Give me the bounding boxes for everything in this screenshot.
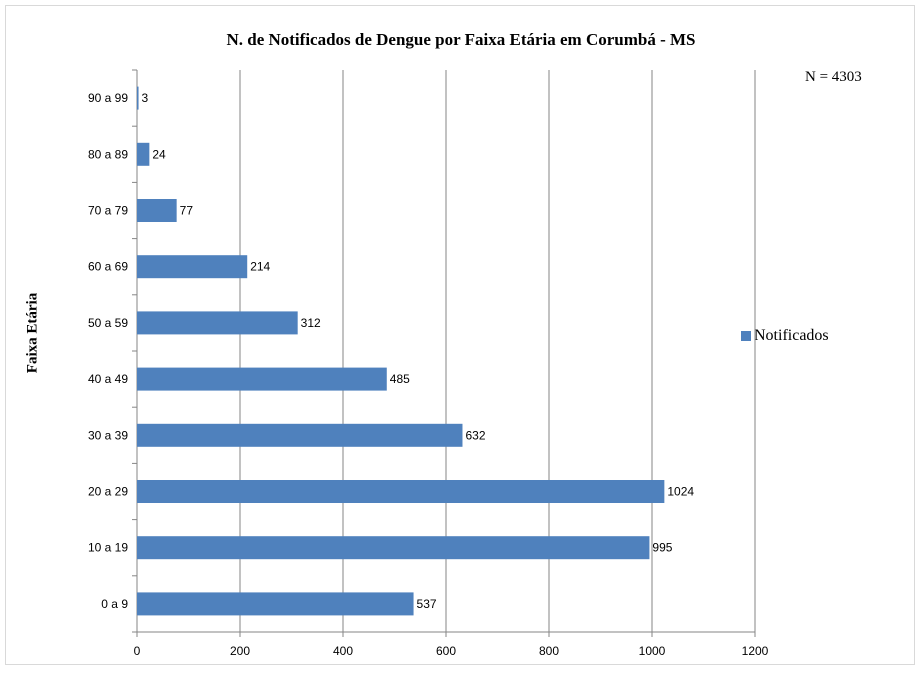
bar	[137, 592, 414, 616]
data-label: 632	[465, 428, 485, 442]
x-tick-label: 1000	[639, 644, 666, 658]
x-tick-label: 0	[134, 644, 141, 658]
category-label: 70 a 79	[88, 204, 128, 218]
x-tick-label: 600	[436, 644, 456, 658]
category-label: 50 a 59	[88, 316, 128, 330]
x-tick-label: 200	[230, 644, 250, 658]
chart-title: N. de Notificados de Dengue por Faixa Et…	[226, 30, 696, 49]
bar	[137, 480, 665, 503]
category-label: 30 a 39	[88, 428, 128, 442]
data-label: 537	[417, 597, 437, 611]
x-tick-label: 800	[539, 644, 559, 658]
data-label: 214	[250, 260, 270, 274]
sample-size-note: N = 4303	[805, 69, 862, 85]
legend-label: Notificados	[754, 327, 829, 344]
data-label: 995	[652, 541, 672, 555]
data-label: 485	[390, 372, 410, 386]
x-tick-label: 1200	[742, 644, 769, 658]
bar	[137, 255, 248, 279]
bar	[137, 311, 298, 335]
category-label: 10 a 19	[88, 541, 128, 555]
x-tick-label: 400	[333, 644, 353, 658]
category-label: 0 a 9	[101, 597, 128, 611]
data-label: 3	[142, 91, 149, 105]
bar	[137, 536, 650, 560]
bar	[137, 199, 177, 222]
category-label: 60 a 69	[88, 260, 128, 274]
bar	[137, 142, 150, 166]
category-label: 20 a 29	[88, 485, 128, 499]
data-label: 77	[180, 204, 194, 218]
data-label: 312	[301, 316, 321, 330]
bar	[137, 86, 139, 110]
data-label: 24	[152, 147, 166, 161]
category-label: 80 a 89	[88, 147, 128, 161]
legend-swatch	[741, 331, 751, 341]
category-label: 90 a 99	[88, 91, 128, 105]
bar	[137, 423, 463, 447]
category-label: 40 a 49	[88, 372, 128, 386]
data-label: 1024	[667, 485, 694, 499]
bar	[137, 367, 387, 391]
legend: Notificados	[741, 327, 829, 345]
